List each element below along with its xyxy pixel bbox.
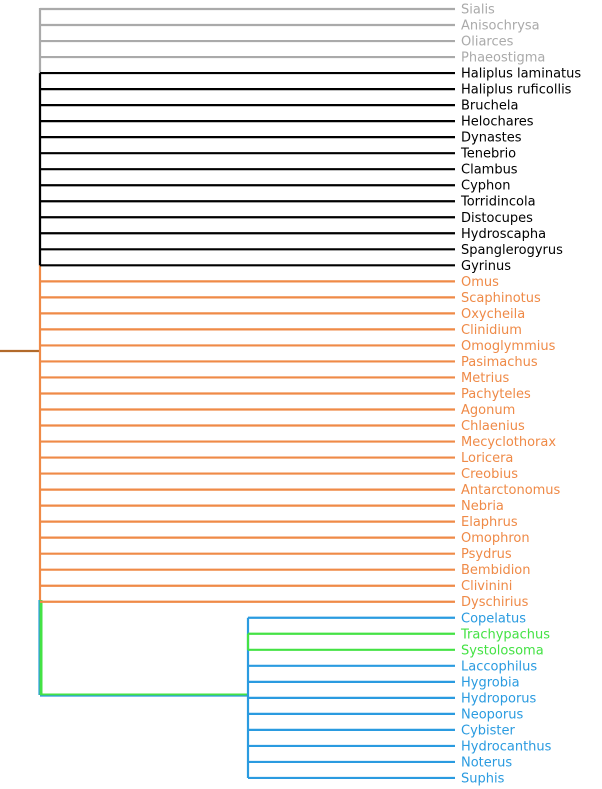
taxon-label: Noterus: [461, 755, 512, 770]
taxon-label: Clinidium: [461, 323, 522, 338]
taxon-label: Bembidion: [461, 563, 531, 578]
taxon-label: Oliarces: [461, 35, 514, 50]
taxon-label: Clivinini: [461, 579, 512, 594]
taxon-label: Hygrobia: [461, 675, 520, 690]
taxon-label: Chlaenius: [461, 419, 525, 434]
taxon-label: Oxycheila: [461, 307, 525, 322]
taxon-label: Dyschirius: [461, 595, 529, 610]
taxon-label: Systolosoma: [461, 643, 544, 658]
taxon-label: Haliplus laminatus: [461, 67, 581, 82]
taxon-label: Omoglymmius: [461, 339, 556, 354]
taxon-label: Dynastes: [461, 131, 522, 146]
taxon-label: Bruchela: [461, 99, 518, 114]
taxon-label: Clambus: [461, 163, 518, 178]
taxon-label: Psydrus: [461, 547, 512, 562]
taxon-label: Laccophilus: [461, 659, 537, 674]
taxon-label: Gyrinus: [461, 259, 511, 274]
taxon-label: Torridincola: [460, 195, 536, 210]
taxon-label: Antarctonomus: [461, 483, 561, 498]
tree-branches: [0, 7, 455, 780]
taxon-label: Loricera: [461, 451, 513, 466]
taxon-label: Spanglerogyrus: [461, 243, 563, 258]
taxon-label: Pasimachus: [461, 355, 538, 370]
taxon-label: Cyphon: [461, 179, 510, 194]
taxon-label: Copelatus: [461, 611, 526, 626]
taxon-label: Omus: [461, 275, 499, 290]
taxon-label: Neoporus: [461, 707, 523, 722]
taxon-label: Elaphrus: [461, 515, 518, 530]
taxon-label: Hydroscapha: [461, 227, 546, 242]
taxon-label: Suphis: [461, 771, 505, 786]
taxon-label: Cybister: [461, 723, 516, 738]
taxon-label: Creobius: [461, 467, 518, 482]
taxon-label: Pachyteles: [461, 387, 531, 402]
taxon-label: Agonum: [461, 403, 515, 418]
taxon-label: Hydrocanthus: [461, 739, 552, 754]
taxon-label: Nebria: [461, 499, 504, 514]
taxon-label: Phaeostigma: [461, 51, 545, 66]
taxon-label: Tenebrio: [460, 147, 516, 162]
taxon-label: Helochares: [461, 115, 534, 130]
taxon-label: Sialis: [461, 3, 495, 18]
taxon-label: Anisochrysa: [461, 19, 540, 34]
taxon-label: Trachypachus: [460, 627, 550, 642]
taxon-label: Omophron: [461, 531, 530, 546]
taxon-label: Distocupes: [461, 211, 533, 226]
taxon-label: Mecyclothorax: [461, 435, 556, 450]
taxon-labels: SialisAnisochrysaOliarcesPhaeostigmaHali…: [460, 3, 581, 787]
taxon-label: Scaphinotus: [461, 291, 541, 306]
taxon-label: Hydroporus: [461, 691, 537, 706]
taxon-label: Haliplus ruficollis: [461, 83, 572, 98]
taxon-label: Metrius: [461, 371, 510, 386]
